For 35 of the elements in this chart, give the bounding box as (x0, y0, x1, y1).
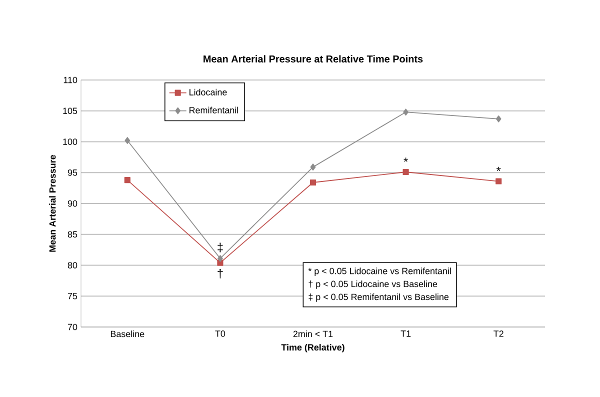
y-tick-label: 100 (63, 138, 78, 145)
point (496, 178, 502, 184)
y-tick-label: 85 (68, 231, 78, 238)
y-tick-label: 75 (68, 292, 78, 300)
point (496, 115, 502, 122)
point (310, 179, 316, 186)
y-tick-label: 70 (68, 324, 78, 330)
x-tick-label: T2 (494, 330, 504, 337)
legend-label: Remifentanil (190, 106, 238, 114)
annotation: ‡ p < 0.05 Remifentanil vs Baseline (308, 294, 449, 302)
point (124, 137, 130, 144)
annotation: † p < 0.05 Lidocaine vs Baseline (308, 280, 438, 289)
point (403, 108, 408, 116)
point (310, 164, 316, 171)
x-tick-label: T0 (215, 330, 226, 337)
annotation: * (496, 166, 501, 172)
annotation: * (404, 158, 408, 162)
y-tick-label: 95 (68, 169, 78, 176)
x-axis-title: Time (Relative) (281, 344, 344, 352)
x-tick-label: 2min < T1 (293, 330, 333, 338)
annotation: † (218, 268, 223, 278)
x-tick-label: Baseline (110, 330, 144, 338)
point (218, 255, 223, 262)
y-tick-label: 90 (68, 200, 78, 207)
y-tick-label: 80 (68, 262, 78, 268)
legend-label: Lidocaine (190, 88, 227, 96)
x-tick-label: T1 (400, 330, 411, 337)
y-axis-title: Mean Arterial Pressure (49, 154, 56, 252)
annotation: * p < 0.05 Lidocaine vs Remifentanil (308, 268, 451, 276)
point (124, 176, 130, 184)
chart-title: Mean Arterial Pressure at Relative Time Points (204, 55, 423, 62)
annotation: ‡ (218, 242, 223, 252)
y-tick-label: 105 (63, 108, 78, 114)
point (402, 168, 409, 176)
y-tick-label: 110 (64, 76, 78, 84)
